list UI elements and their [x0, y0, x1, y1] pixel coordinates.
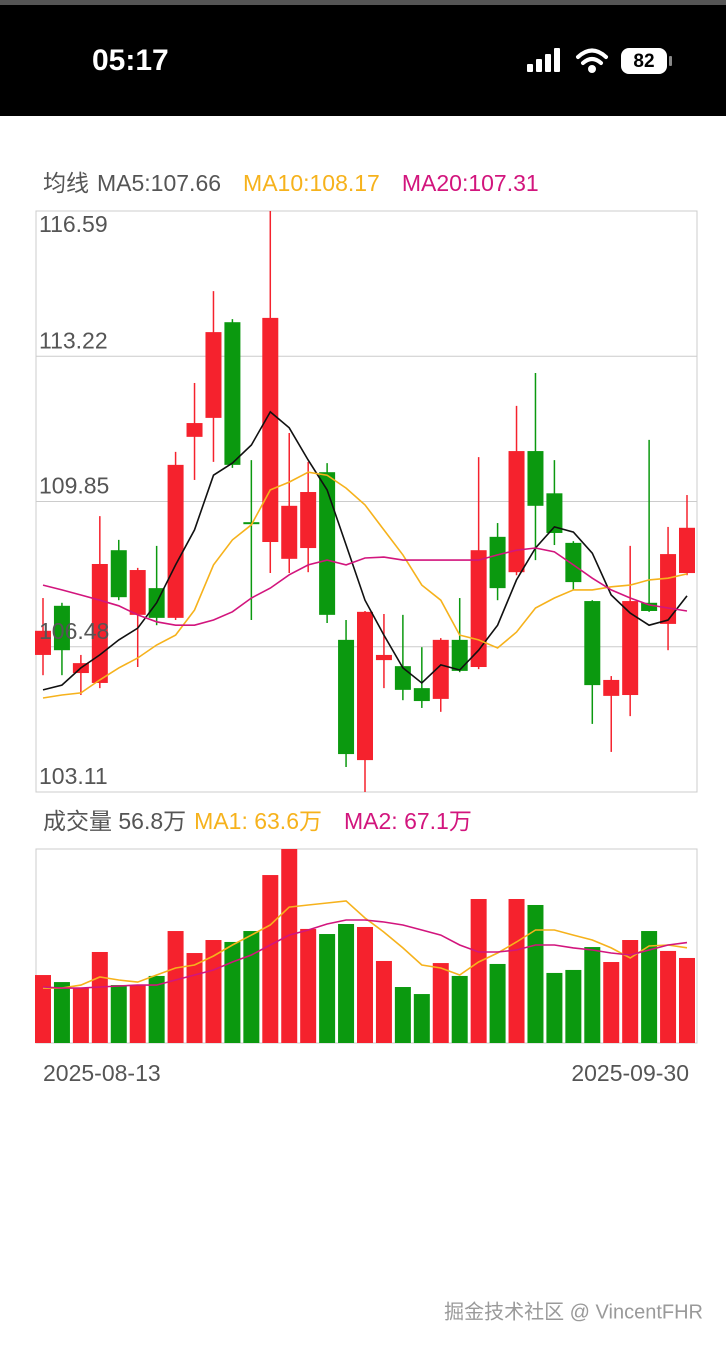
volume-bar	[357, 926, 373, 1043]
volume-bar	[35, 975, 51, 1043]
volume-bar	[565, 969, 582, 1043]
candle-body	[679, 527, 695, 574]
volume-bar	[508, 898, 525, 1043]
volume-bar	[375, 960, 392, 1043]
candle-body	[53, 605, 70, 651]
battery-level: 82	[633, 51, 654, 72]
candle-body	[129, 570, 146, 615]
candle-body	[508, 451, 525, 573]
volume-bar	[300, 928, 317, 1043]
volume-bar	[110, 985, 127, 1043]
legend-entry: MA20:107.31	[402, 170, 539, 196]
volume-bar	[129, 985, 146, 1043]
volume-bar	[205, 940, 222, 1043]
volume-bar	[622, 940, 639, 1043]
volume-bar	[148, 975, 165, 1043]
volume-bar	[489, 963, 506, 1043]
volume-bar	[262, 875, 279, 1043]
volume-bar	[281, 849, 298, 1043]
candle-body	[603, 679, 620, 696]
candle-body	[224, 322, 241, 465]
candle-body	[91, 563, 108, 683]
volume-bar	[319, 934, 336, 1043]
candle-body	[489, 536, 506, 589]
volume-bar	[432, 963, 449, 1043]
candle-body	[186, 423, 203, 437]
volume-bar	[243, 931, 260, 1043]
status-bar-edge	[0, 0, 726, 5]
volume-bar	[603, 962, 620, 1043]
x-tick-label: 2025-09-30	[571, 1060, 689, 1086]
volume-bar	[451, 975, 468, 1043]
volume-bar	[72, 988, 89, 1043]
candle-body	[641, 602, 658, 611]
legend-entry: MA2: 67.1万	[344, 808, 472, 834]
y-tick-label: 116.59	[39, 211, 108, 237]
volume-bar	[167, 931, 184, 1043]
ma-line	[42, 410, 688, 691]
candle-body	[470, 550, 487, 668]
candle-body	[660, 554, 677, 624]
candle-body	[338, 639, 355, 755]
volume-bar	[641, 931, 658, 1043]
candle-body	[451, 639, 468, 671]
legend-entry: MA1: 63.6万	[194, 808, 322, 834]
wifi-icon	[576, 48, 608, 73]
ma-line	[43, 900, 688, 989]
ma-line	[42, 547, 688, 627]
candle-body	[584, 601, 601, 686]
candle-body	[262, 317, 279, 543]
volume-bar	[53, 982, 70, 1043]
candle-body	[300, 492, 317, 549]
volume-bar	[338, 923, 355, 1043]
ma-line	[42, 919, 688, 989]
candle-body	[622, 601, 639, 696]
volume-bar	[679, 957, 695, 1043]
candle-body	[375, 654, 392, 661]
candle-body	[281, 505, 298, 559]
candle-body	[394, 666, 411, 690]
y-tick-label: 113.22	[39, 327, 108, 353]
ma-line	[42, 471, 688, 699]
candle-body	[35, 630, 51, 655]
candle-body	[546, 493, 563, 533]
volume-bar	[546, 972, 563, 1043]
battery	[621, 48, 667, 74]
candle-body	[243, 522, 260, 525]
y-tick-label: 109.85	[39, 473, 109, 499]
volume-bar	[660, 950, 677, 1043]
candle-body	[432, 639, 449, 699]
candle-body	[565, 542, 582, 583]
legend-title: 成交量 56.8万	[43, 808, 186, 834]
legend-title: 均线	[43, 170, 89, 196]
y-tick-label: 103.11	[39, 763, 108, 789]
volume-bar	[470, 898, 487, 1043]
signal-icon	[527, 48, 560, 72]
volume-bar	[224, 941, 241, 1043]
watermark: 掘金技术社区 @ VincentFHR	[444, 1300, 703, 1323]
x-tick-label: 2025-08-13	[43, 1060, 161, 1086]
clock: 05:17	[92, 44, 169, 77]
candle-body	[357, 611, 373, 761]
candle-body	[319, 472, 336, 615]
candle-body	[527, 451, 544, 506]
y-tick-label: 106.48	[39, 618, 109, 644]
candle-body	[167, 464, 184, 618]
volume-bar	[413, 994, 430, 1043]
legend-entry: MA5:107.66	[97, 170, 221, 196]
candle-body	[413, 688, 430, 702]
volume-bar	[527, 904, 544, 1043]
candle-body	[110, 550, 127, 598]
legend-entry: MA10:108.17	[243, 170, 380, 196]
volume-bar	[584, 947, 601, 1043]
volume-bar	[394, 987, 411, 1043]
volume-bar	[91, 951, 108, 1043]
candle-body	[205, 332, 222, 418]
battery-tip	[669, 56, 672, 66]
